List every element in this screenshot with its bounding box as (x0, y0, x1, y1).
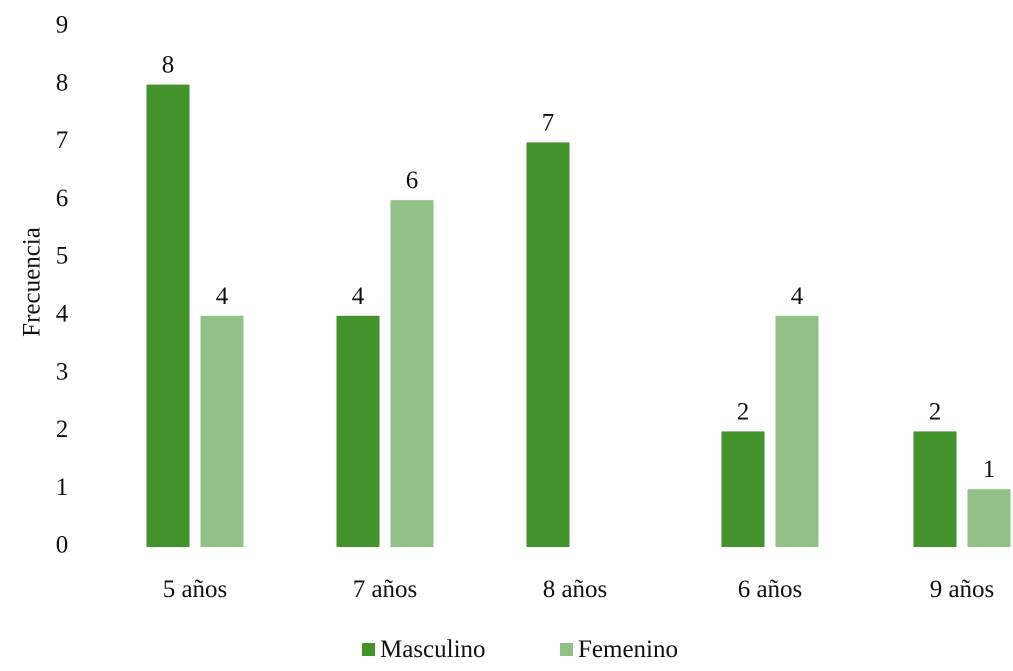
legend-swatch-femenino (560, 643, 573, 656)
x-category-label: 5 años (163, 576, 228, 603)
bar-femenino-1 (390, 200, 434, 547)
y-tick-label: 6 (56, 185, 69, 212)
data-label-masculino-2: 7 (542, 109, 555, 136)
legend-label-masculino: Masculino (380, 636, 486, 663)
y-tick-label: 4 (56, 301, 69, 328)
legend-swatch-masculino (362, 643, 375, 656)
legend-label-femenino: Femenino (578, 636, 678, 663)
bar-masculino-4 (913, 431, 957, 547)
data-label-femenino-4: 1 (983, 456, 996, 483)
y-tick-label: 3 (56, 358, 69, 385)
y-tick-label: 0 (56, 532, 69, 559)
data-label-femenino-1: 6 (406, 167, 419, 194)
bar-femenino-3 (775, 315, 819, 547)
y-axis-title: Frecuencia (19, 227, 46, 337)
x-category-label: 7 años (353, 576, 418, 603)
y-axis-ticks: 0 1 2 3 4 5 6 7 8 9 (56, 12, 69, 559)
data-label-femenino-3: 4 (791, 283, 804, 310)
y-tick-label: 5 (56, 243, 69, 270)
data-label-masculino-0: 8 (162, 52, 175, 79)
legend: Masculino Femenino (362, 636, 678, 663)
data-label-masculino-4: 2 (929, 398, 942, 425)
bar-femenino-0 (200, 315, 244, 547)
bar-femenino-4 (967, 489, 1011, 547)
x-category-label: 9 años (930, 576, 995, 603)
x-axis-labels: 5 años 7 años 8 años 6 años 9 años (163, 576, 995, 603)
y-tick-label: 7 (56, 127, 69, 154)
y-tick-label: 8 (56, 69, 69, 96)
bars-group (146, 84, 1011, 547)
data-label-masculino-1: 4 (352, 283, 365, 310)
bar-masculino-3 (721, 431, 765, 547)
y-tick-label: 2 (56, 416, 69, 443)
bar-masculino-2 (526, 142, 570, 547)
x-category-label: 8 años (543, 576, 608, 603)
bar-masculino-0 (146, 84, 190, 547)
bar-masculino-1 (336, 315, 380, 547)
x-category-label: 6 años (738, 576, 803, 603)
data-label-femenino-0: 4 (216, 283, 229, 310)
data-labels-group: 8 4 7 2 2 4 6 4 1 (162, 52, 996, 484)
y-tick-label: 9 (56, 12, 69, 39)
data-label-masculino-3: 2 (737, 398, 750, 425)
y-tick-label: 1 (56, 474, 69, 501)
